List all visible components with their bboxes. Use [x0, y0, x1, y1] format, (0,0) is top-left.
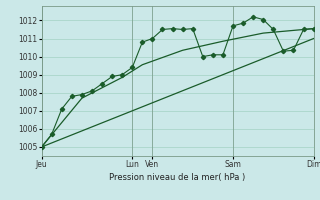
X-axis label: Pression niveau de la mer( hPa ): Pression niveau de la mer( hPa ) [109, 173, 246, 182]
